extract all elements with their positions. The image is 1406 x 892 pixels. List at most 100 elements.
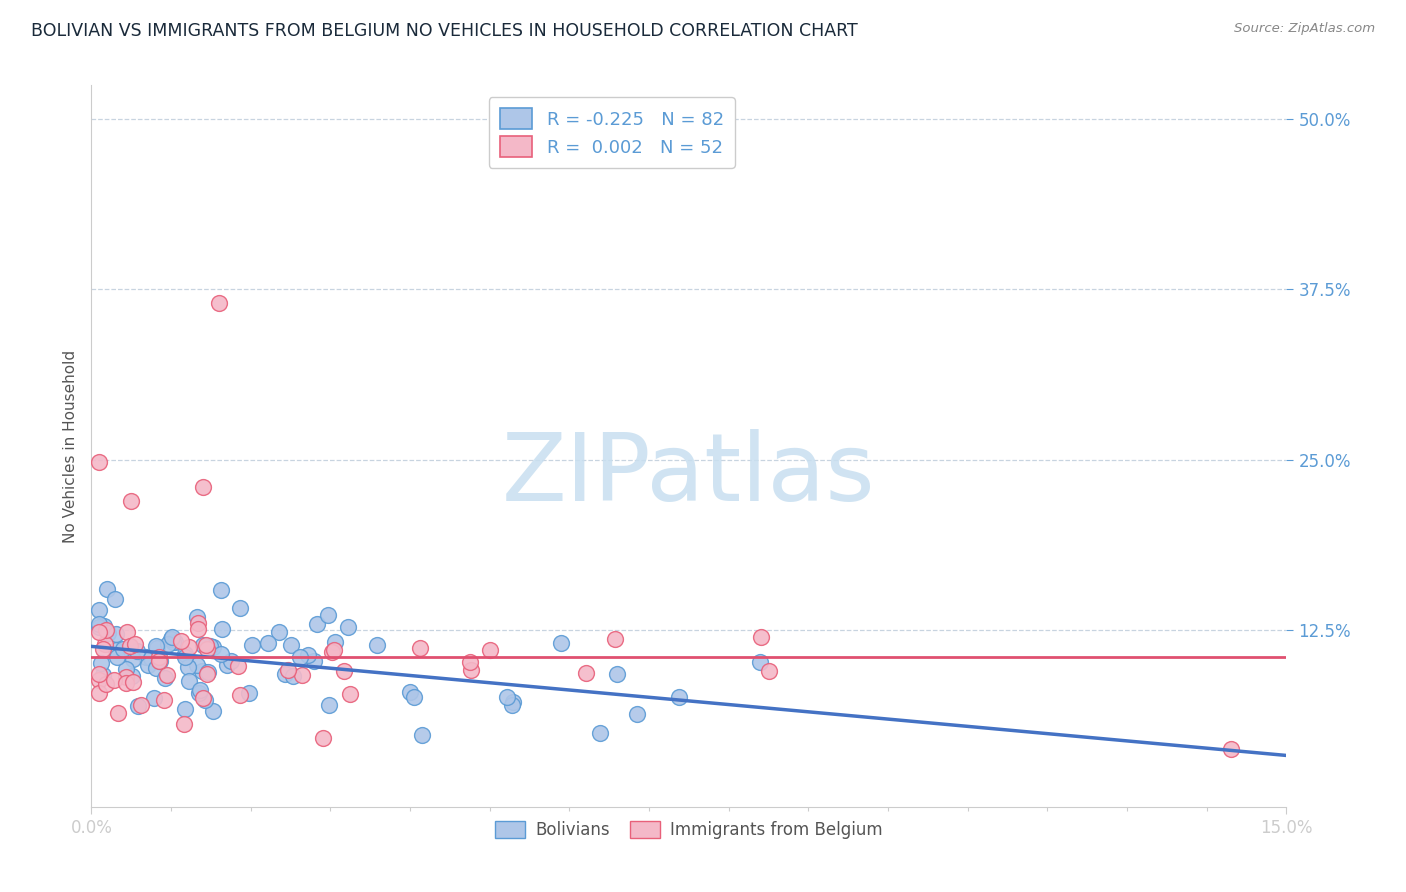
Point: [93, 668, 115, 682]
Point: [139, 650, 162, 665]
Point: [174, 650, 197, 665]
Point: [148, 649, 170, 664]
Point: [208, 296, 231, 310]
Point: [120, 493, 142, 508]
Point: [94, 623, 117, 637]
Point: [193, 638, 215, 652]
Point: [176, 660, 198, 674]
Point: [156, 668, 179, 682]
Legend: Bolivians, Immigrants from Belgium: Bolivians, Immigrants from Belgium: [489, 814, 889, 846]
Point: [318, 698, 340, 713]
Point: [96, 582, 118, 596]
Point: [211, 622, 233, 636]
Point: [209, 647, 232, 661]
Point: [143, 691, 166, 706]
Point: [229, 688, 252, 702]
Point: [399, 685, 422, 699]
Point: [105, 649, 128, 664]
Text: Source: ZipAtlas.com: Source: ZipAtlas.com: [1234, 22, 1375, 36]
Point: [118, 639, 141, 653]
Point: [153, 671, 176, 685]
Point: [89, 455, 111, 469]
Point: [187, 622, 209, 636]
Point: [302, 654, 325, 668]
Point: [195, 642, 218, 657]
Point: [201, 704, 224, 718]
Point: [269, 624, 291, 639]
Point: [256, 636, 278, 650]
Point: [290, 649, 312, 664]
Point: [186, 657, 208, 672]
Point: [408, 640, 430, 655]
Point: [238, 686, 260, 700]
Point: [135, 650, 157, 665]
Point: [93, 618, 115, 632]
Point: [89, 673, 111, 688]
Point: [297, 648, 319, 663]
Point: [114, 676, 136, 690]
Point: [90, 656, 112, 670]
Point: [89, 686, 111, 700]
Point: [333, 664, 356, 678]
Text: ZIPatlas: ZIPatlas: [502, 429, 876, 521]
Point: [240, 638, 263, 652]
Point: [160, 632, 183, 646]
Point: [117, 624, 139, 639]
Point: [550, 636, 572, 650]
Point: [411, 728, 433, 742]
Point: [173, 716, 195, 731]
Point: [226, 659, 249, 673]
Point: [575, 665, 598, 680]
Point: [229, 601, 252, 615]
Point: [191, 664, 214, 678]
Point: [336, 620, 359, 634]
Point: [668, 690, 690, 704]
Point: [323, 643, 346, 657]
Point: [89, 667, 111, 681]
Point: [188, 686, 211, 700]
Point: [124, 637, 146, 651]
Point: [1219, 741, 1241, 756]
Point: [145, 661, 167, 675]
Point: [122, 652, 145, 666]
Point: [103, 673, 125, 687]
Point: [193, 690, 215, 705]
Point: [162, 630, 184, 644]
Point: [127, 698, 149, 713]
Point: [191, 480, 214, 494]
Point: [115, 662, 138, 676]
Point: [97, 626, 120, 640]
Point: [219, 654, 242, 668]
Point: [323, 635, 346, 649]
Point: [146, 640, 169, 655]
Point: [316, 608, 339, 623]
Point: [626, 707, 648, 722]
Point: [149, 654, 172, 668]
Point: [152, 692, 174, 706]
Point: [277, 663, 299, 677]
Point: [170, 634, 193, 648]
Point: [114, 670, 136, 684]
Point: [89, 602, 111, 616]
Point: [274, 667, 297, 681]
Text: BOLIVIAN VS IMMIGRANTS FROM BELGIUM NO VEHICLES IN HOUSEHOLD CORRELATION CHART: BOLIVIAN VS IMMIGRANTS FROM BELGIUM NO V…: [31, 22, 858, 40]
Point: [173, 647, 195, 661]
Point: [89, 616, 111, 631]
Point: [162, 635, 184, 649]
Point: [606, 666, 628, 681]
Point: [197, 665, 219, 680]
Point: [311, 731, 333, 745]
Point: [749, 630, 772, 644]
Point: [281, 668, 304, 682]
Point: [179, 640, 201, 654]
Point: [215, 658, 238, 673]
Point: [129, 698, 152, 712]
Point: [202, 640, 225, 655]
Point: [749, 655, 772, 669]
Point: [91, 642, 114, 657]
Point: [186, 610, 208, 624]
Point: [502, 695, 524, 709]
Point: [194, 693, 217, 707]
Point: [195, 666, 218, 681]
Point: [127, 644, 149, 658]
